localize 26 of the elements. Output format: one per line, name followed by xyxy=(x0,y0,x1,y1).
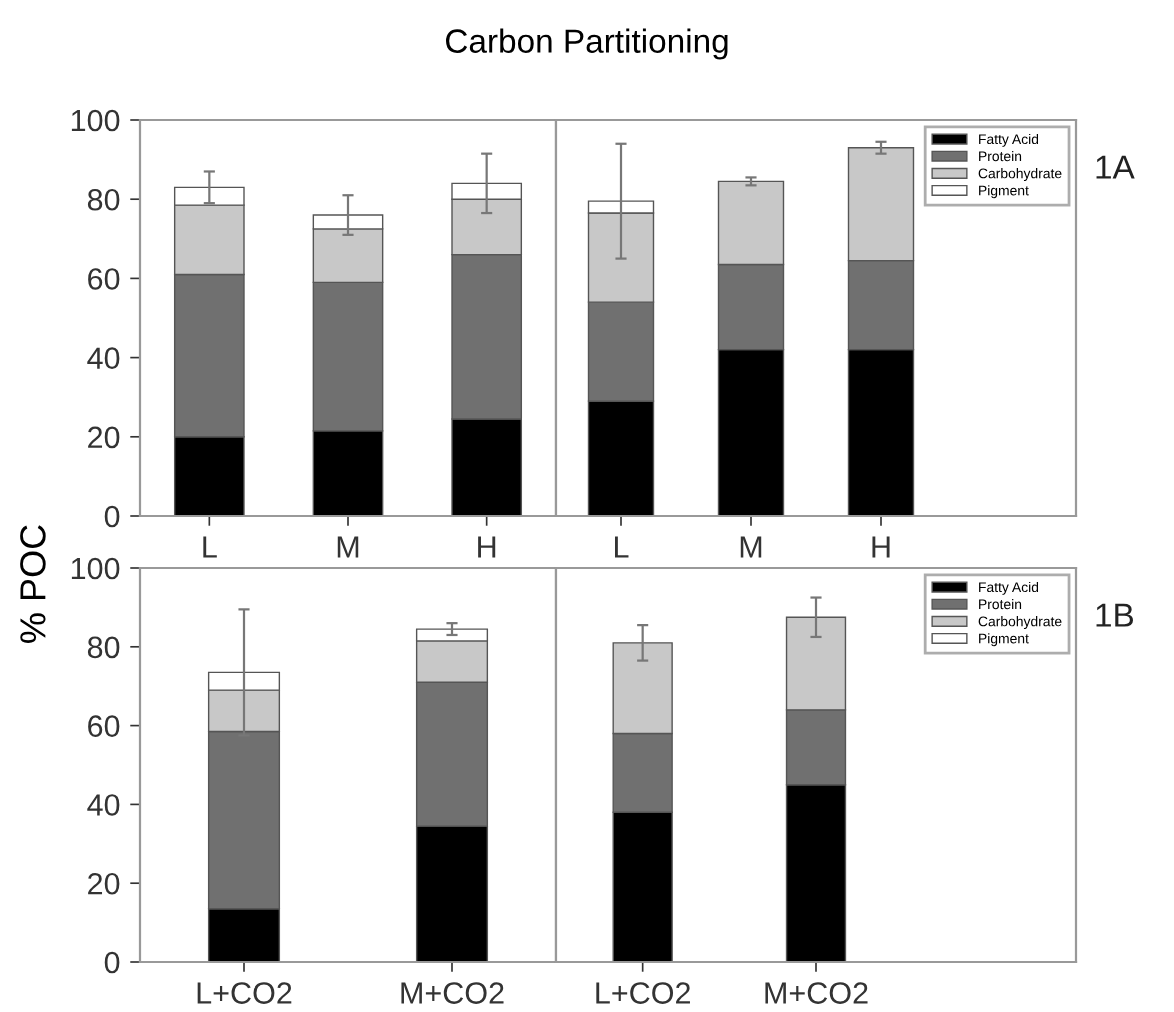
y-tick-label: 20 xyxy=(88,426,120,449)
y-tick-label: 40 xyxy=(87,347,120,369)
x-tick-label: L xyxy=(203,536,217,558)
y-tick-label: 0 xyxy=(104,505,120,528)
y-tick-label: 40 xyxy=(87,794,120,816)
x-tick-label: M+CO2 xyxy=(401,982,504,1004)
y-tick-label: 100 xyxy=(71,109,120,132)
x-tick-label: L xyxy=(615,536,629,558)
y-tick-label: 100 xyxy=(71,557,120,580)
y-tick-label: 60 xyxy=(88,268,120,290)
x-tick-label: M+CO2 xyxy=(765,982,868,1004)
x-tick-label: H xyxy=(478,536,496,558)
y-tick-label: 80 xyxy=(87,636,120,659)
x-tick-label: M xyxy=(337,536,359,558)
y-tick-label: 0 xyxy=(104,951,120,974)
x-tick-label: L+CO2 xyxy=(197,982,292,1004)
text: 1B xyxy=(1096,603,1134,627)
y-tick-label: 20 xyxy=(88,872,120,895)
y-tick-label: 80 xyxy=(87,188,120,211)
chart-title: Carbon Partitioning xyxy=(446,28,728,60)
text: 1A xyxy=(1096,155,1135,179)
x-tick-label: L+CO2 xyxy=(596,982,690,1004)
x-tick-label: H xyxy=(872,536,890,558)
x-tick-label: M xyxy=(740,536,762,558)
y-tick-label: 60 xyxy=(88,715,120,737)
y-axis-title: % POC xyxy=(20,525,46,643)
